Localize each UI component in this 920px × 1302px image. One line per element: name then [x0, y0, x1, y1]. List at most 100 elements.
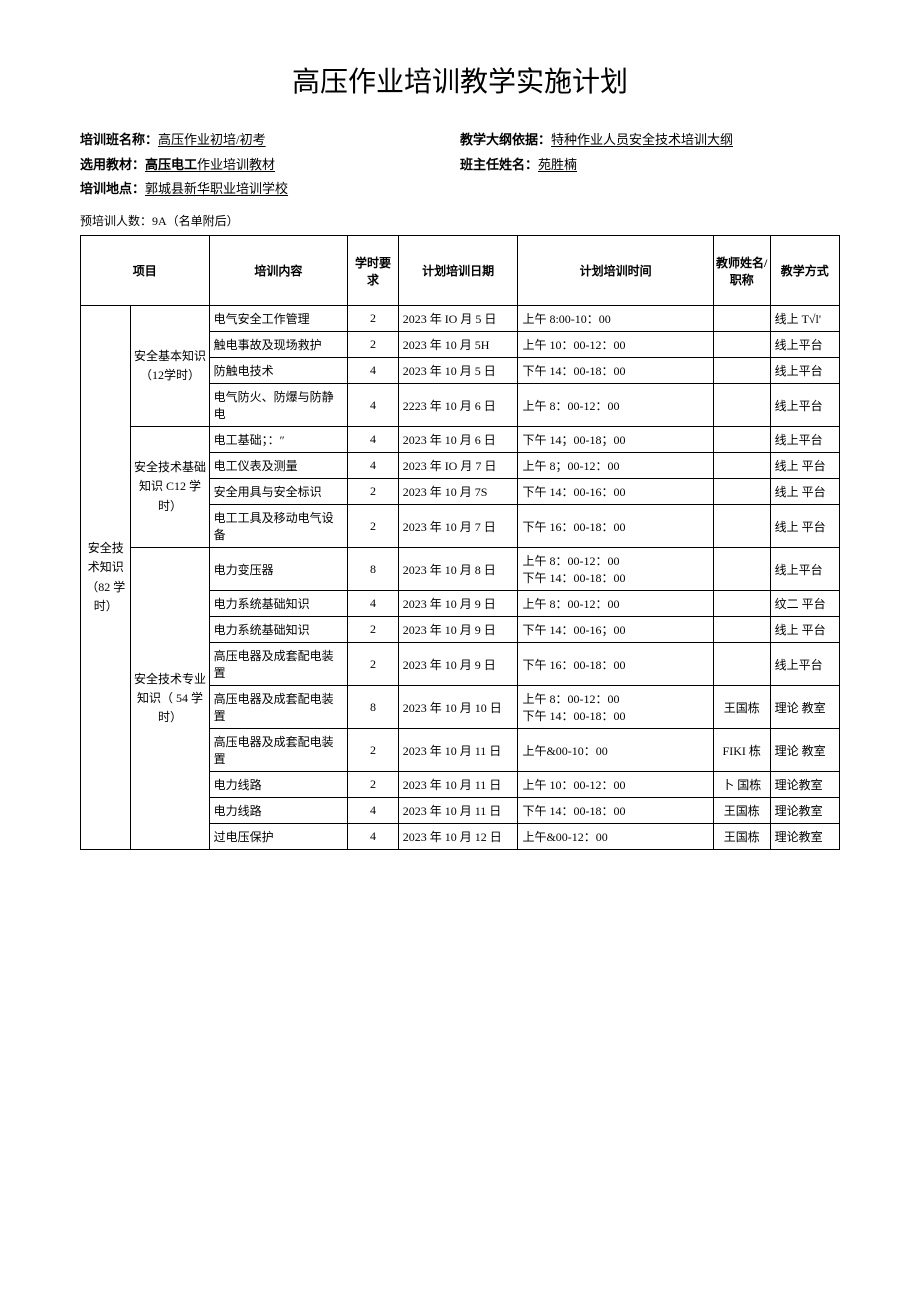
cell-mode: 线上平台	[770, 384, 839, 427]
cell-hours: 4	[348, 824, 398, 850]
cell-teacher	[713, 617, 770, 643]
cell-time: 下午 16：00-18：00	[518, 643, 713, 686]
table-row: 安全技术专业知识（ 54 学时）电力变压器82023 年 10 月 8 日上午 …	[81, 548, 840, 591]
cell-mode: 理论教室	[770, 824, 839, 850]
class-label: 培训班名称：	[80, 132, 158, 147]
cell-date: 2023 年 10 月 5H	[398, 332, 518, 358]
table-row: 安全技术基础知识 C12 学时）电工基础；：″42023 年 10 月 6 日下…	[81, 427, 840, 453]
subgroup-3: 安全技术专业知识（ 54 学时）	[131, 548, 209, 850]
cell-content: 高压电器及成套配电装置	[209, 686, 348, 729]
cell-date: 2023 年 10 月 7S	[398, 479, 518, 505]
cell-content: 安全用具与安全标识	[209, 479, 348, 505]
cell-date: 2023 年 10 月 7 日	[398, 505, 518, 548]
cell-hours: 4	[348, 358, 398, 384]
outline-val: 特种作业人员安全技术培训大纲	[551, 132, 733, 147]
cell-content: 高压电器及成套配电装置	[209, 643, 348, 686]
cell-content: 电工仪表及测量	[209, 453, 348, 479]
cell-hours: 8	[348, 686, 398, 729]
headteacher-label: 班主任姓名：	[460, 157, 538, 172]
cell-content: 电力系统基础知识	[209, 591, 348, 617]
cell-time: 下午 14：00-16：00	[518, 479, 713, 505]
cell-time: 下午 16：00-18：00	[518, 505, 713, 548]
cell-hours: 2	[348, 772, 398, 798]
cell-date: 2023 年 IO 月 7 日	[398, 453, 518, 479]
cell-teacher	[713, 643, 770, 686]
th-mode: 教学方式	[770, 236, 839, 306]
cell-content: 过电压保护	[209, 824, 348, 850]
cell-time: 下午 14：00-18：00	[518, 358, 713, 384]
cell-mode: 理论 教室	[770, 686, 839, 729]
th-teacher: 教师姓名/职称	[713, 236, 770, 306]
cell-content: 电气安全工作管理	[209, 306, 348, 332]
cell-teacher	[713, 306, 770, 332]
th-content: 培训内容	[209, 236, 348, 306]
cell-time: 上午&00-10：00	[518, 729, 713, 772]
cell-date: 2023 年 10 月 5 日	[398, 358, 518, 384]
cell-teacher: 卜 国栋	[713, 772, 770, 798]
cell-content: 电气防火、防爆与防静电	[209, 384, 348, 427]
th-date: 计划培训日期	[398, 236, 518, 306]
outline-label: 教学大纲依据：	[460, 132, 551, 147]
cell-hours: 4	[348, 384, 398, 427]
cell-mode: 理论 教室	[770, 729, 839, 772]
cell-mode: 线上 T√l'	[770, 306, 839, 332]
cell-time: 上午 8：00-12：00	[518, 384, 713, 427]
cell-hours: 2	[348, 479, 398, 505]
cell-hours: 4	[348, 798, 398, 824]
cell-time: 下午 14：00-18：00	[518, 798, 713, 824]
cell-time: 上午 8：00-12：00下午 14：00-18：00	[518, 686, 713, 729]
cell-mode: 理论教室	[770, 798, 839, 824]
schedule-table: 项目 培训内容 学时要求 计划培训日期 计划培训时间 教师姓名/职称 教学方式 …	[80, 235, 840, 850]
cell-content: 电力变压器	[209, 548, 348, 591]
cell-teacher: 王国栋	[713, 686, 770, 729]
subgroup-1: 安全基本知识（12学时）	[131, 306, 209, 427]
cell-hours: 8	[348, 548, 398, 591]
cell-content: 电力系统基础知识	[209, 617, 348, 643]
meta-row-3: 培训地点：郭城县新华职业培训学校	[80, 177, 840, 202]
cell-teacher	[713, 384, 770, 427]
cell-content: 高压电器及成套配电装置	[209, 729, 348, 772]
cell-date: 2223 年 10 月 6 日	[398, 384, 518, 427]
cell-date: 2023 年 10 月 9 日	[398, 591, 518, 617]
cell-mode: 线上平台	[770, 643, 839, 686]
cell-mode: 线上平台	[770, 548, 839, 591]
cell-content: 触电事故及现场救护	[209, 332, 348, 358]
cell-time: 上午&00-12：00	[518, 824, 713, 850]
cell-content: 电工工具及移动电气设备	[209, 505, 348, 548]
cell-mode: 线上平台	[770, 427, 839, 453]
cell-hours: 2	[348, 643, 398, 686]
table-header-row: 项目 培训内容 学时要求 计划培训日期 计划培训时间 教师姓名/职称 教学方式	[81, 236, 840, 306]
pre-count: 预培训人数：9A（名单附后）	[80, 212, 840, 229]
cell-time: 上午 8：00-12：00	[518, 591, 713, 617]
location-val: 郭城县新华职业培训学校	[145, 181, 288, 196]
cell-content: 电力线路	[209, 798, 348, 824]
cell-teacher	[713, 548, 770, 591]
cell-teacher: FIKI 栋	[713, 729, 770, 772]
th-time: 计划培训时间	[518, 236, 713, 306]
page-title: 高压作业培训教学实施计划	[80, 60, 840, 100]
cell-time: 上午 10：00-12：00	[518, 772, 713, 798]
location-label: 培训地点：	[80, 181, 145, 196]
th-hours: 学时要求	[348, 236, 398, 306]
cell-hours: 4	[348, 453, 398, 479]
cell-date: 2023 年 10 月 11 日	[398, 772, 518, 798]
cell-mode: 理论教室	[770, 772, 839, 798]
cell-hours: 2	[348, 306, 398, 332]
subgroup-2: 安全技术基础知识 C12 学时）	[131, 427, 209, 548]
cell-content: 电工基础；：″	[209, 427, 348, 453]
cell-teacher: 王国栋	[713, 798, 770, 824]
cell-teacher	[713, 479, 770, 505]
cell-date: 2023 年 10 月 10 日	[398, 686, 518, 729]
cell-date: 2023 年 IO 月 5 日	[398, 306, 518, 332]
cell-date: 2023 年 10 月 8 日	[398, 548, 518, 591]
cell-date: 2023 年 10 月 9 日	[398, 617, 518, 643]
meta-block: 培训班名称：高压作业初培/初考 教学大纲依据：特种作业人员安全技术培训大纲 选用…	[80, 128, 840, 202]
cell-mode: 线上 平台	[770, 453, 839, 479]
cell-date: 2023 年 10 月 6 日	[398, 427, 518, 453]
cell-hours: 2	[348, 505, 398, 548]
cell-time: 上午 8；00-12：00	[518, 453, 713, 479]
cell-mode: 线上 平台	[770, 479, 839, 505]
cell-teacher	[713, 591, 770, 617]
cell-date: 2023 年 10 月 9 日	[398, 643, 518, 686]
cell-mode: 纹二 平台	[770, 591, 839, 617]
